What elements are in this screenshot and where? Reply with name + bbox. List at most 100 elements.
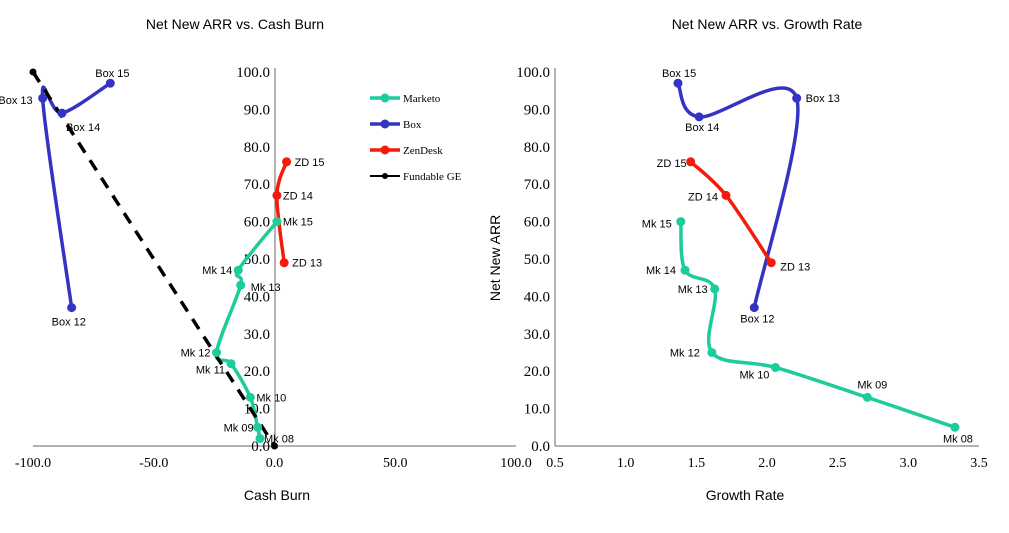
data-label: Mk 13 (251, 282, 281, 294)
marketo-data-point (680, 265, 690, 275)
x-tick-label: 2.0 (758, 456, 776, 471)
data-label: Box 14 (66, 122, 100, 134)
y-tick-label: 30.0 (244, 327, 270, 343)
y-tick-label: 40.0 (524, 289, 550, 305)
marketo-data-point (245, 392, 255, 402)
data-label: Mk 14 (646, 265, 676, 277)
fundable-series-line (31, 71, 276, 447)
box-data-point (57, 108, 67, 118)
marketo-data-point (770, 362, 780, 372)
series-points (29, 68, 292, 450)
series-points (673, 78, 960, 432)
x-axis-label: Growth Rate (706, 487, 785, 503)
x-tick-label: 50.0 (383, 456, 408, 471)
x-tick-label: 0.5 (546, 456, 564, 471)
data-label: Mk 15 (283, 217, 313, 229)
fundable-data-point (29, 68, 37, 76)
data-label: Box 13 (806, 93, 840, 105)
y-tick-label: 90.0 (244, 102, 270, 118)
marketo-data-point (862, 392, 872, 402)
marketo-data-point (226, 359, 236, 369)
growth-rate-chart: Net New ARR vs. Growth Rate Growth Rate … (487, 16, 988, 503)
box-data-point (67, 303, 77, 313)
x-tick-label: 1.0 (617, 456, 635, 471)
box-data-point (673, 78, 683, 88)
marketo-data-point (253, 422, 263, 432)
data-label: Box 14 (685, 122, 719, 134)
x-tick-label: -100.0 (15, 456, 51, 471)
x-tick-label: 3.5 (970, 456, 988, 471)
data-label: Mk 12 (670, 348, 700, 360)
data-label: Box 13 (0, 95, 33, 107)
legend-entry: Marketo (403, 93, 441, 105)
marketo-data-point (272, 217, 282, 227)
axes: -100.0 -50.0 0.0 50.0 100.0 0.0 10.0 20.0 30.0 40… (15, 65, 532, 471)
marketo-data-point (707, 348, 717, 357)
data-label: Mk 13 (678, 284, 708, 296)
y-axis-label: Net New ARR (487, 215, 503, 301)
box-data-point (749, 303, 759, 313)
marketo-series-line (679, 221, 956, 429)
legend-entry: ZenDesk (403, 145, 443, 157)
y-tick-label: 70.0 (524, 177, 550, 193)
y-tick-label: 20.0 (524, 364, 550, 380)
marketo-data-point (212, 348, 222, 357)
y-tick-label: 20.0 (244, 364, 270, 380)
chart-title: Net New ARR vs. Cash Burn (146, 16, 324, 32)
y-tick-label: 40.0 (244, 289, 270, 305)
zendesk-data-point (766, 258, 776, 268)
y-tick-label: 90.0 (524, 102, 550, 118)
y-tick-label: 10.0 (524, 402, 550, 418)
x-tick-label: 1.5 (688, 456, 706, 471)
x-tick-label: 100.0 (500, 456, 532, 471)
y-tick-label: 50.0 (524, 252, 550, 268)
data-label: Box 15 (95, 68, 129, 80)
x-tick-label: 0.0 (266, 456, 284, 471)
box-data-point (105, 78, 115, 88)
data-label: ZD 13 (292, 258, 322, 270)
data-label: Box 15 (662, 68, 696, 80)
marketo-data-point (950, 422, 960, 432)
data-label: Mk 08 (264, 434, 294, 446)
zendesk-data-point (721, 190, 731, 200)
x-tick-label: 2.5 (829, 456, 847, 471)
y-tick-label: 60.0 (524, 215, 550, 231)
data-label: Mk 09 (224, 422, 254, 434)
box-data-point (694, 112, 704, 122)
y-tick-label: 30.0 (524, 327, 550, 343)
data-label: Mk 10 (739, 369, 769, 381)
data-label: Box 12 (52, 317, 86, 329)
data-label: ZD 15 (657, 158, 687, 170)
chart-title: Net New ARR vs. Growth Rate (672, 16, 863, 32)
legend-swatch-marker (380, 119, 390, 129)
data-label: ZD 14 (688, 191, 718, 203)
zendesk-data-point (282, 157, 292, 167)
data-label: Mk 15 (642, 219, 672, 231)
x-axis-label: Cash Burn (244, 487, 310, 503)
box-series-line (40, 81, 112, 308)
axes: 0.5 1.0 1.5 2.0 2.5 3.0 3.5 0.0 10.0 20.0 30.0 40.0… (516, 65, 988, 471)
y-tick-label: 100.0 (236, 65, 270, 81)
box-data-point (792, 93, 802, 103)
legend-entry: Fundable GE (403, 171, 462, 183)
box-series-line (676, 82, 800, 308)
zendesk-series-line (275, 161, 289, 263)
y-tick-label: 70.0 (244, 177, 270, 193)
data-label: ZD 13 (780, 262, 810, 274)
legend-swatch-marker (380, 93, 390, 103)
y-tick-label: 0.0 (531, 439, 550, 455)
legend: Marketo Box ZenDesk Fundable GE (370, 93, 462, 183)
legend-swatch-marker (380, 145, 390, 155)
zendesk-data-point (279, 258, 289, 268)
series-lines (676, 82, 956, 429)
x-tick-label: -50.0 (139, 456, 168, 471)
marketo-data-point (710, 284, 720, 294)
zendesk-data-point (686, 157, 696, 167)
data-label: Mk 10 (256, 392, 286, 404)
marketo-data-point (255, 434, 265, 444)
marketo-data-point (236, 280, 246, 290)
y-tick-label: 100.0 (516, 65, 550, 81)
data-label: Mk 14 (202, 265, 232, 277)
marketo-data-point (676, 217, 686, 227)
